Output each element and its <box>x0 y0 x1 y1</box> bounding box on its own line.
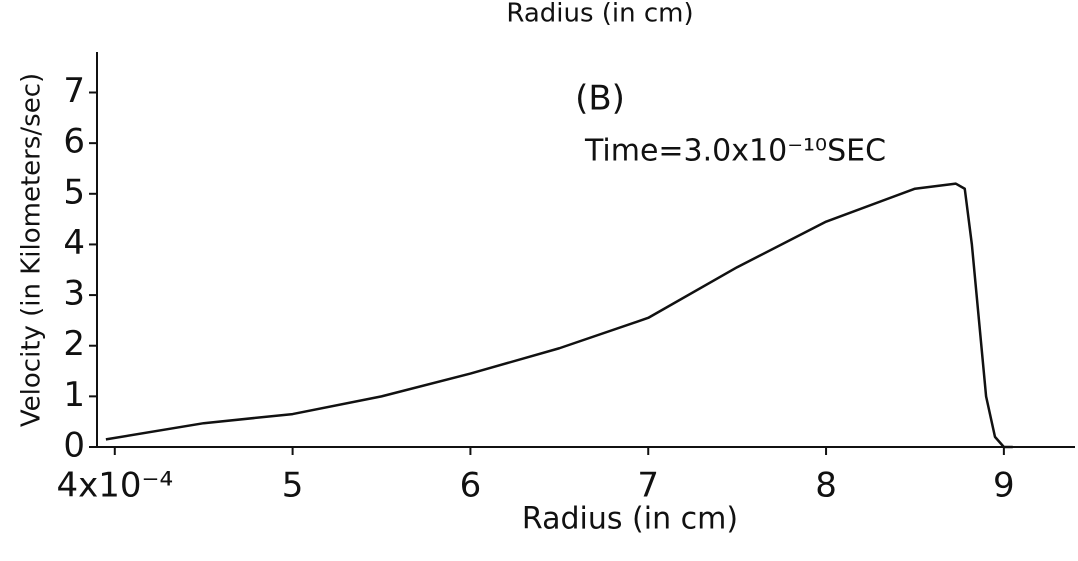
x-tick-label: 8 <box>815 466 837 506</box>
y-tick-label: 6 <box>63 122 85 162</box>
x-tick-label: 9 <box>993 466 1015 506</box>
y-tick-label: 2 <box>63 324 85 364</box>
y-tick-label: 5 <box>63 172 85 212</box>
x-axis-label: Radius (in cm) <box>522 502 738 537</box>
x-tick-label: 4x10⁻⁴ <box>56 466 173 506</box>
y-tick-label: 0 <box>63 426 85 466</box>
x-tick-label: 6 <box>460 466 482 506</box>
y-tick-label: 7 <box>63 71 85 111</box>
y-tick-label: 3 <box>63 274 85 314</box>
header-text: Radius (in cm) <box>506 0 693 29</box>
y-tick-label: 4 <box>63 223 85 263</box>
annotation: Time=3.0x10⁻¹⁰SEC <box>584 134 886 169</box>
x-tick-label: 5 <box>282 466 304 506</box>
y-axis-label: Velocity (in Kilometers/sec) <box>17 73 47 427</box>
x-tick-label: 7 <box>637 466 659 506</box>
chart-title: (B) <box>575 79 625 119</box>
data-line <box>105 182 1013 449</box>
y-tick-label: 1 <box>63 375 85 415</box>
